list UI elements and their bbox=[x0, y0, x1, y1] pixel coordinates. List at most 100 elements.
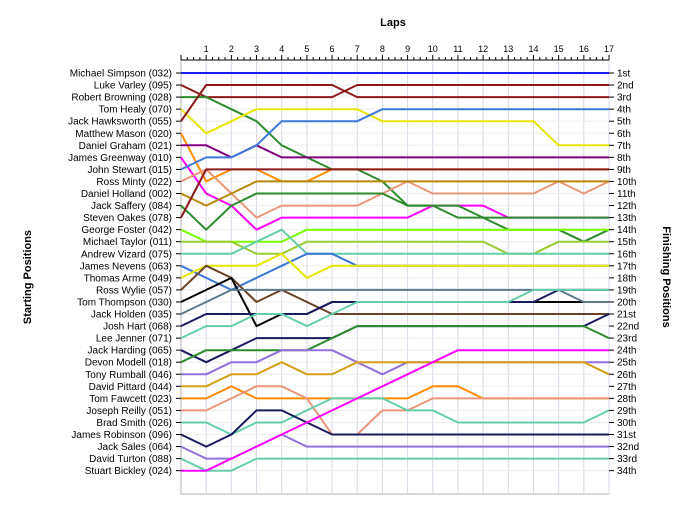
series-line-9 bbox=[180, 108, 609, 171]
finishing-position-label: 33rd bbox=[617, 454, 637, 465]
starting-position-label: Andrew Vizard (075) bbox=[81, 249, 172, 260]
lap-ticks: 1 2 3 4 5 6 7 8 9 10 11 12 13 14 15 16 17 bbox=[180, 44, 614, 61]
series-line-18 bbox=[180, 252, 609, 279]
lap-tick-label: 8 bbox=[380, 44, 385, 54]
finishing-position-label: 14th bbox=[617, 225, 636, 236]
lap-tick-label: 13 bbox=[503, 44, 513, 54]
starting-position-label: David Turton (088) bbox=[89, 454, 172, 465]
starting-position-label: Stuart Bickley (024) bbox=[85, 466, 172, 477]
finishing-position-label: 18th bbox=[617, 273, 636, 284]
finishing-position-label: 30th bbox=[617, 418, 636, 429]
starting-position-label: David Pittard (044) bbox=[89, 382, 172, 393]
finishing-position-label: 6th bbox=[617, 129, 631, 140]
starting-position-label: Brad Smith (026) bbox=[96, 418, 172, 429]
finishing-position-label: 16th bbox=[617, 249, 636, 260]
x-axis-title: Laps bbox=[380, 17, 406, 29]
finishing-position-label: 25th bbox=[617, 358, 636, 369]
series-line-14 bbox=[180, 228, 609, 243]
finishing-position-label: 9th bbox=[617, 165, 631, 176]
lap-tick-label: 15 bbox=[554, 44, 564, 54]
finishing-position-label: 29th bbox=[617, 406, 636, 417]
starting-position-label: John Stewart (015) bbox=[88, 165, 173, 176]
lap-tick-label: 6 bbox=[330, 44, 335, 54]
finishing-position-label: 32nd bbox=[617, 442, 639, 453]
series-line-10 bbox=[180, 168, 610, 219]
finishing-position-label: 26th bbox=[617, 370, 636, 381]
lap-tick-label: 2 bbox=[229, 44, 234, 54]
series-line-2 bbox=[180, 84, 609, 99]
starting-position-label: Tom Fawcett (023) bbox=[89, 394, 172, 405]
series-line-23 bbox=[180, 288, 609, 340]
starting-position-label: Jack Holden (035) bbox=[91, 310, 172, 321]
starting-position-label: Jack Harding (065) bbox=[88, 346, 172, 357]
starting-position-label: Daniel Graham (021) bbox=[79, 141, 172, 152]
lap-tick-label: 11 bbox=[453, 44, 462, 54]
starting-position-label: George Foster (042) bbox=[81, 225, 172, 236]
starting-position-label: James Greenway (010) bbox=[68, 153, 172, 164]
finishing-position-label: 20th bbox=[617, 297, 636, 308]
starting-position-label: Jack Hawksworth (055) bbox=[68, 117, 172, 128]
series-line-15 bbox=[181, 240, 609, 255]
series-line-30 bbox=[181, 397, 610, 436]
y-axis-right-title: Finishing Positions bbox=[660, 226, 672, 327]
series-line-19 bbox=[180, 264, 609, 315]
finishing-position-label: 28th bbox=[617, 394, 636, 405]
series-line-12 bbox=[180, 192, 609, 231]
starting-position-labels: Michael Simpson (032)Luke Varley (095)Ro… bbox=[68, 69, 181, 477]
finishing-position-label: 2nd bbox=[617, 81, 634, 92]
series-line-4 bbox=[180, 108, 609, 147]
starting-position-label: Steven Oakes (078) bbox=[83, 213, 172, 224]
starting-position-label: Jack Saffery (084) bbox=[91, 201, 172, 212]
starting-position-label: Michael Simpson (032) bbox=[70, 69, 172, 80]
starting-position-label: James Robinson (096) bbox=[71, 430, 172, 441]
lap-tick-label: 17 bbox=[604, 44, 614, 54]
finishing-position-label: 11th bbox=[617, 189, 636, 200]
starting-position-label: James Nevens (063) bbox=[80, 261, 172, 272]
starting-position-label: Luke Varley (095) bbox=[94, 81, 172, 92]
lap-tick-label: 3 bbox=[254, 44, 259, 54]
finishing-position-label: 24th bbox=[617, 346, 636, 357]
finishing-position-label: 15th bbox=[617, 237, 636, 248]
series-line-25 bbox=[180, 325, 610, 364]
y-axis-left-title: Starting Positions bbox=[22, 230, 34, 324]
finishing-position-label: 19th bbox=[617, 285, 636, 296]
series-line-13 bbox=[180, 168, 609, 219]
finishing-position-label: 10th bbox=[617, 177, 636, 188]
lap-tick-label: 16 bbox=[579, 44, 589, 54]
finishing-position-label: 3rd bbox=[617, 93, 631, 104]
lap-tick-label: 4 bbox=[279, 44, 284, 54]
starting-position-label: Jack Sales (064) bbox=[98, 442, 172, 453]
starting-position-label: Tom Thompson (030) bbox=[77, 297, 172, 308]
starting-position-label: Michael Taylor (011) bbox=[83, 237, 172, 248]
lap-tick-label: 1 bbox=[204, 44, 209, 54]
lap-tick-label: 7 bbox=[355, 44, 360, 54]
finishing-position-label: 5th bbox=[617, 117, 631, 128]
finishing-position-label: 23rd bbox=[617, 334, 637, 345]
starting-position-label: Josh Hart (068) bbox=[103, 322, 172, 333]
finishing-position-label: 1st bbox=[617, 69, 631, 80]
finishing-position-label: 4th bbox=[617, 105, 631, 116]
starting-position-label: Robert Browning (028) bbox=[71, 93, 172, 104]
starting-position-label: Tony Rumball (046) bbox=[85, 370, 172, 381]
finishing-position-label: 8th bbox=[617, 153, 631, 164]
finishing-position-label: 22nd bbox=[617, 322, 639, 333]
series-line-33 bbox=[180, 457, 609, 472]
finishing-position-label: 21st bbox=[617, 310, 636, 321]
finishing-position-label: 7th bbox=[617, 141, 631, 152]
finishing-position-label: 27th bbox=[617, 382, 636, 393]
series-line-34 bbox=[181, 349, 609, 472]
finishing-position-label: 13th bbox=[617, 213, 636, 224]
lap-tick-label: 14 bbox=[528, 44, 538, 54]
finishing-position-labels: 1st2nd3rd4th5th6th7th8th9th10th11th12th1… bbox=[609, 69, 639, 477]
starting-position-label: Ross Wylie (057) bbox=[96, 285, 172, 296]
series-line-5 bbox=[180, 84, 609, 122]
series-line-16 bbox=[181, 228, 609, 255]
finishing-position-label: 17th bbox=[617, 261, 636, 272]
lap-tick-label: 5 bbox=[304, 44, 309, 54]
series-line-11 bbox=[180, 180, 609, 207]
series-line-31 bbox=[180, 409, 609, 448]
lap-tick-label: 9 bbox=[405, 44, 410, 54]
series-lines bbox=[180, 72, 610, 472]
finishing-position-label: 12th bbox=[617, 201, 636, 212]
